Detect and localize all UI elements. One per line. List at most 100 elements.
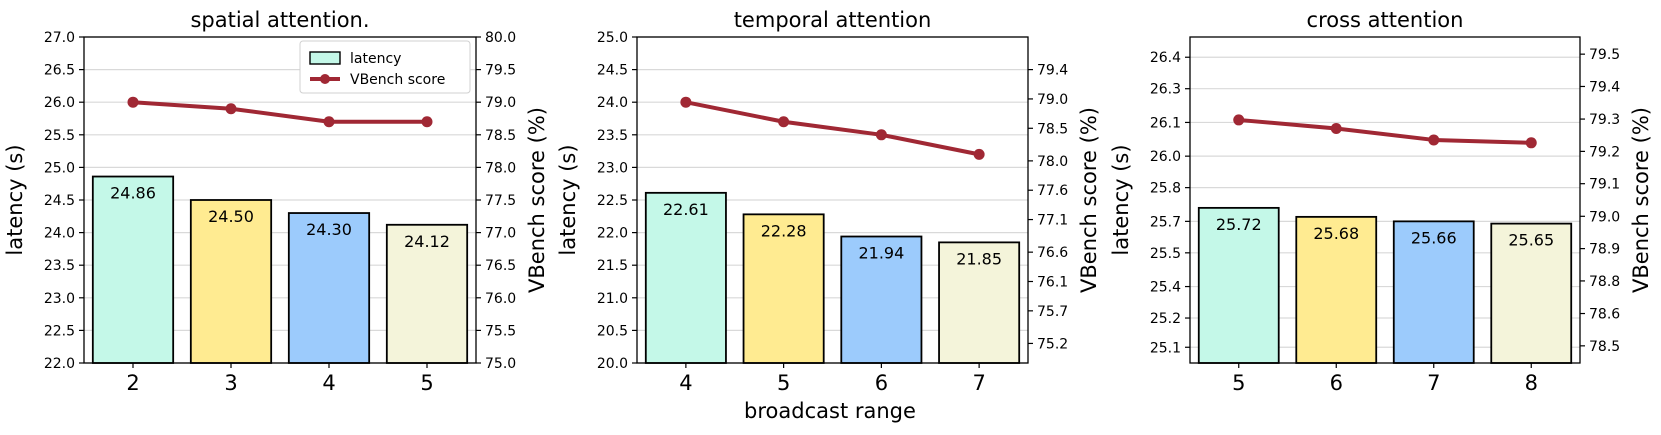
y-tick-label-right: 79.4 [1037,63,1068,79]
y-tick-label-left: 23.0 [44,291,75,307]
y-tick-label-left: 24.0 [44,226,75,242]
bar [1392,220,1475,364]
bar [1197,206,1280,364]
y-tick-label-left: 22.5 [597,193,628,209]
bar [287,212,371,364]
x-tick-label: 5 [777,371,790,395]
x-tick-label: 5 [420,371,433,395]
bar [840,235,923,364]
score-line [685,100,980,157]
score-point [875,129,887,141]
x-tick-label: 8 [1525,371,1538,395]
x-tick-label: 4 [679,371,692,395]
y-tick-label-left: 25.5 [44,128,75,144]
bar [385,223,469,364]
y-tick-label-right: 79.4 [1589,79,1620,95]
score-point [127,96,139,108]
legend-box [299,40,471,94]
y-axis-label-left: latency (s) [556,144,580,255]
y-tick-label-left: 26.0 [44,95,75,111]
y-tick-label-right: 75.5 [485,323,516,339]
y-tick-label-right: 78.0 [485,160,516,176]
y-tick-label-left: 25.8 [1150,181,1181,197]
y-tick-label-left: 23.0 [597,160,628,176]
bar-value-label: 22.61 [663,200,709,219]
chart-title: temporal attention [734,8,932,32]
bar [1295,215,1378,364]
y-tick-label-left: 23.5 [597,128,628,144]
bar-value-label: 24.30 [306,220,352,239]
y-tick-label-right: 79.0 [1589,209,1620,225]
score-point [1330,123,1342,135]
y-tick-label-right: 76.0 [485,291,516,307]
bar [1490,222,1573,364]
x-tick-label: 3 [224,371,237,395]
y-tick-label-left: 25.0 [44,160,75,176]
y-axis-label-left: latency (s) [1109,144,1133,255]
x-tick-label: 6 [875,371,888,395]
legend-swatch-latency [309,51,341,65]
chart-title: cross attention [1307,8,1464,32]
y-tick-label-left: 20.0 [597,356,628,372]
bar-value-label: 21.85 [956,249,1002,268]
y-axis-label-right: VBench score (%) [525,107,549,293]
y-tick-label-right: 77.0 [485,226,516,242]
bar-value-label: 25.65 [1508,231,1554,250]
score-point [1525,137,1537,149]
y-tick-label-right: 78.8 [1589,274,1620,290]
y-tick-label-left: 26.0 [1150,149,1181,165]
y-tick-label-right: 79.1 [1589,177,1620,193]
y-tick-label-left: 21.0 [597,291,628,307]
score-line [132,100,427,124]
y-tick-label-right: 79.5 [1589,47,1620,63]
bar-value-label: 25.68 [1313,224,1359,243]
bar-value-label: 22.28 [761,221,807,240]
y-tick-label-left: 26.3 [1150,82,1181,98]
y-tick-label-right: 79.5 [485,63,516,79]
score-point [323,116,335,128]
y-tick-label-left: 24.5 [44,193,75,209]
y-tick-label-right: 79.2 [1589,144,1620,160]
y-tick-label-right: 78.9 [1589,242,1620,258]
y-tick-label-right: 78.0 [1037,154,1068,170]
x-tick-label: 2 [126,371,139,395]
y-tick-label-right: 78.6 [1589,307,1620,323]
bar-value-label: 24.86 [110,184,156,203]
score-point [1428,134,1440,146]
bar-value-label: 25.72 [1216,215,1262,234]
x-tick-label: 7 [1427,371,1440,395]
y-tick-label-left: 25.5 [1150,246,1181,262]
y-tick-label-left: 27.0 [44,30,75,46]
y-axis-label-right: VBench score (%) [1629,107,1653,293]
chart-panel-1: 24.86 24.50 24.30 24.12 22.0 22.5 23.0 23.5 24.0… [3,8,549,395]
legend: latency VBench score [299,40,471,94]
shared-x-axis-label: broadcast range [744,399,916,423]
y-tick-label-right: 78.5 [1589,339,1620,355]
bar [91,175,175,364]
y-tick-label-left: 24.5 [597,63,628,79]
y-tick-label-right: 76.5 [485,258,516,274]
y-tick-label-right: 77.1 [1037,213,1068,229]
y-tick-label-left: 22.0 [44,356,75,372]
bar-value-label: 24.12 [404,232,450,251]
y-tick-label-left: 25.4 [1150,280,1181,296]
y-tick-label-right: 75.7 [1037,304,1068,320]
y-tick-label-left: 25.7 [1150,214,1181,230]
y-axis-label-right: VBench score (%) [1077,107,1101,293]
y-tick-label-right: 75.0 [485,356,516,372]
y-tick-label-right: 79.0 [485,95,516,111]
legend-label-latency: latency [350,51,401,67]
score-point [225,103,237,115]
y-tick-label-left: 22.5 [44,323,75,339]
y-tick-label-left: 21.5 [597,258,628,274]
score-point [680,96,692,108]
y-tick-label-left: 25.0 [597,30,628,46]
y-tick-label-left: 25.2 [1150,311,1181,327]
y-tick-label-right: 79.0 [1037,92,1068,108]
bar-value-label: 21.94 [858,244,904,263]
y-tick-label-left: 25.1 [1150,340,1181,356]
plot-frame [1189,36,1581,364]
y-tick-label-left: 26.1 [1150,115,1181,131]
score-point [421,116,433,128]
y-tick-label-left: 23.5 [44,258,75,274]
